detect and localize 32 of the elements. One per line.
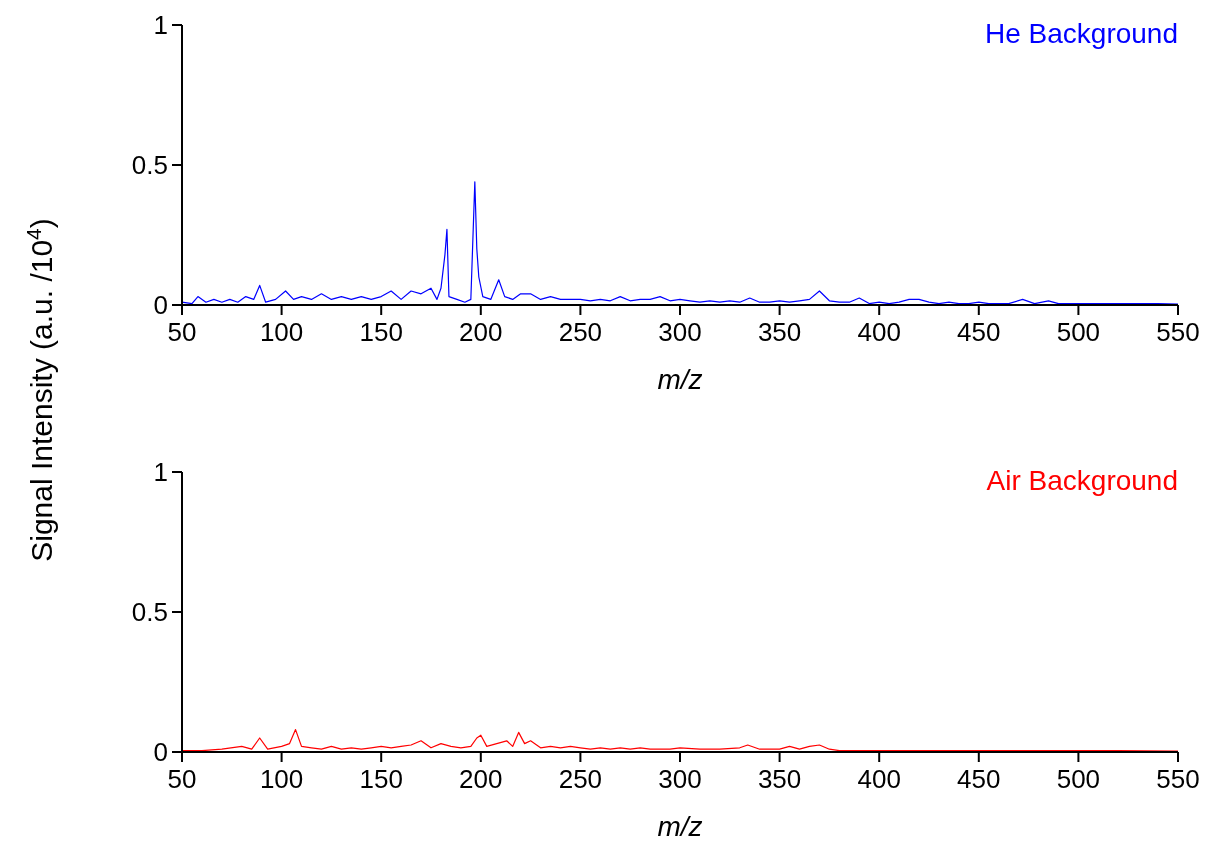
x-tick-label: 550: [1156, 764, 1200, 794]
x-tick-label: 550: [1156, 317, 1200, 347]
text: He Background: [984, 18, 1178, 49]
x-tick-label: 100: [259, 317, 304, 347]
text: Air Background: [986, 465, 1178, 496]
x-tick-label: 450: [957, 317, 1001, 347]
x-tick-label: 300: [658, 317, 702, 347]
x-tick-label: 150: [359, 317, 403, 347]
y-tick-label: 1: [153, 10, 168, 40]
x-tick-label: 500: [1056, 317, 1101, 347]
x-tick-label: 350: [757, 764, 802, 794]
x-tick-label: 150: [359, 764, 403, 794]
y-tick-label: 1: [153, 457, 168, 487]
x-tick-label: 250: [558, 764, 603, 794]
y-tick-label: 0: [153, 290, 168, 320]
x-tick-label: 100: [259, 764, 304, 794]
x-tick-label: 350: [757, 317, 802, 347]
x-tick-label: 50: [167, 317, 197, 347]
y-tick-label: 0: [153, 737, 168, 767]
x-axis-title: m/z: [657, 811, 703, 842]
y-tick-label: 0.5: [131, 150, 168, 180]
x-tick-label: 300: [658, 764, 702, 794]
x-tick-label: 200: [459, 317, 503, 347]
x-tick-label: 500: [1056, 764, 1101, 794]
x-tick-label: 400: [857, 764, 901, 794]
x-tick-label: 250: [558, 317, 603, 347]
x-tick-label: 450: [957, 764, 1001, 794]
x-axis-title: m/z: [657, 364, 703, 395]
y-tick-label: 0.5: [131, 597, 168, 627]
x-tick-label: 200: [459, 764, 503, 794]
x-tick-label: 400: [857, 317, 901, 347]
x-tick-label: 50: [167, 764, 197, 794]
